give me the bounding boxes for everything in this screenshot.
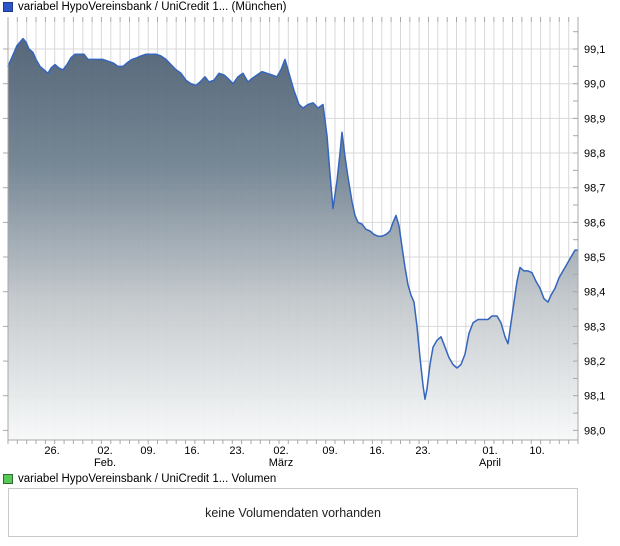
x-axis-tick-label: 23. (415, 445, 430, 457)
volume-panel: keine Volumendaten vorhanden (8, 488, 578, 537)
x-axis-tick-label: 09. (140, 445, 155, 457)
x-axis-tick-label: 16. (369, 445, 384, 457)
price-chart-plot: 99,1 99,0 98,9 98,8 98,7 98,6 98,5 98,4 98,3 98,2… (3, 17, 605, 469)
y-axis-tick-label: 98,0 (584, 425, 605, 437)
volume-legend: variabel HypoVereinsbank / UniCredit 1..… (3, 473, 276, 485)
x-axis-tick-label: 09. (322, 445, 337, 457)
y-axis-tick-label: 98,8 (584, 148, 605, 160)
volume-series-marker-icon (3, 474, 13, 484)
x-axis-month-label: März (269, 457, 293, 469)
x-axis-tick-label: 10. (529, 445, 544, 457)
y-axis-tick-label: 98,1 (584, 391, 605, 403)
x-axis-tick-label: 26. (44, 445, 59, 457)
x-axis-tick-label: 02. (97, 445, 112, 457)
x-axis-month-label: Feb. (94, 457, 116, 469)
y-axis-tick-label: 99,0 (584, 79, 605, 91)
volume-series-label: variabel HypoVereinsbank / UniCredit 1..… (18, 473, 277, 485)
x-axis-tick-label: 01. (482, 445, 497, 457)
y-axis-tick-label: 98,4 (584, 287, 605, 299)
price-legend: variabel HypoVereinsbank / UniCredit 1..… (3, 1, 286, 13)
price-series-label: variabel HypoVereinsbank / UniCredit 1..… (18, 1, 287, 13)
y-axis-tick-label: 98,9 (584, 113, 605, 125)
y-axis-tick-label: 99,1 (584, 44, 605, 56)
x-axis-tick-label: 02. (273, 445, 288, 457)
x-axis-month-label: April (479, 457, 501, 469)
price-area (8, 38, 578, 440)
y-axis-tick-label: 98,6 (584, 217, 605, 229)
y-axis-tick-label: 98,2 (584, 356, 605, 368)
y-axis-tick-label: 98,3 (584, 321, 605, 333)
no-volume-message: keine Volumendaten vorhanden (205, 505, 381, 520)
x-axis-tick-label: 23. (229, 445, 244, 457)
y-axis-tick-label: 98,5 (584, 252, 605, 264)
price-series-marker-icon (3, 2, 13, 12)
price-line (7, 37, 579, 400)
y-axis-tick-label: 98,7 (584, 183, 605, 195)
x-axis-tick-label: 16. (184, 445, 199, 457)
